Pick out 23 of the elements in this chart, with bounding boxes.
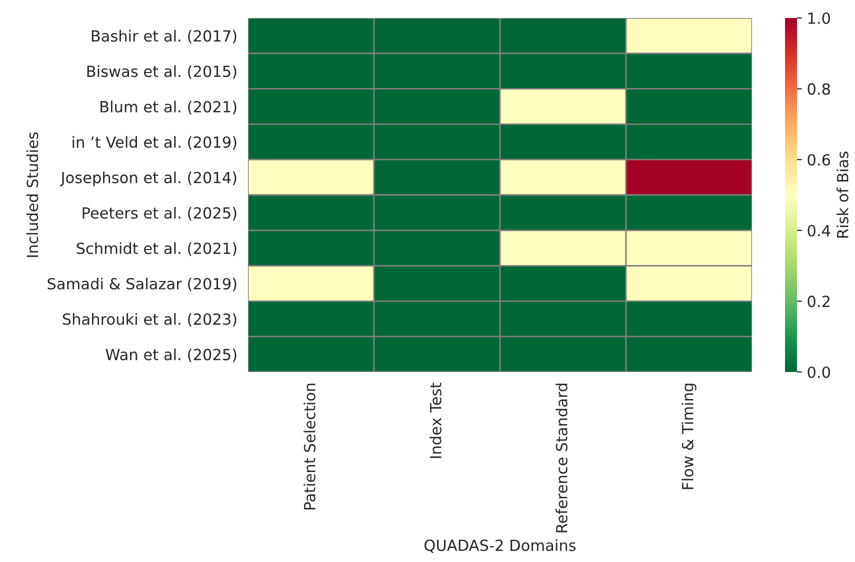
color-bar-label: 0.8 [808,83,830,95]
x-tick-label: Flow & Timing [682,384,696,490]
x-axis-title: QUADAS-2 Domains [424,539,576,553]
color-bar-label: 0.0 [808,366,830,378]
y-tick-label: in ’t Veld et al. (2019) [72,136,236,150]
y-tick-label: Biswas et al. (2015) [87,65,236,79]
y-tick-label: Schmidt et al. (2021) [76,242,236,256]
x-tick-label: Patient Selection [304,384,316,510]
y-tick-label: Peeters et al. (2025) [82,206,236,221]
color-bar-label: 0.6 [808,154,830,166]
y-tick-label: Josephson et al. (2014) [60,171,236,186]
color-bar-label: 0.2 [808,296,830,308]
y-axis-title: Included Studies [26,132,38,257]
y-tick-label: Bashir et al. (2017) [92,30,236,44]
x-tick-label: Index Test [430,382,442,458]
color-bar-label: 0.4 [808,224,830,236]
y-tick-label: Blum et al. (2021) [100,100,236,114]
y-tick-label: Wan et al. (2025) [106,348,236,362]
x-tick-label: Reference Standard [556,384,568,532]
color-bar-label: 1.0 [808,12,830,24]
color-bar-title: Risk of Bias [836,152,848,238]
y-tick-label: Samadi & Salazar (2019) [48,278,236,292]
y-tick-label: Shahrouki et al. (2023) [62,313,236,327]
